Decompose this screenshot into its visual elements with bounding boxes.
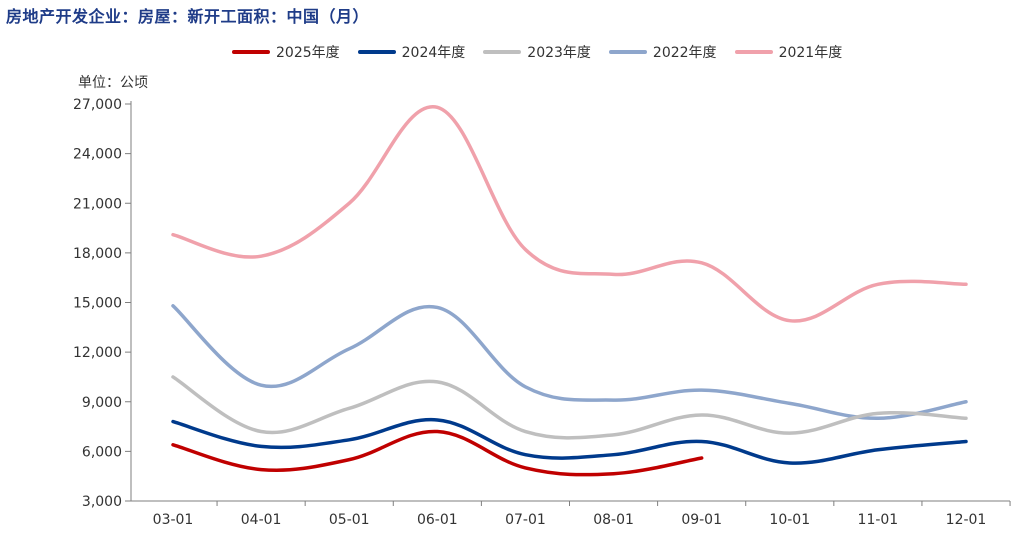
legend-swatch-2024 <box>357 50 396 54</box>
y-tick-label: 21,000 <box>73 196 122 212</box>
x-tick-label: 04-01 <box>241 512 282 528</box>
x-axis-ticks: 03-01 04-01 05-01 06-01 07-01 08-01 09-01 10-01… <box>153 501 1011 528</box>
legend: 2025年度 2024年度 2023年度 2022年度 2021年度 <box>232 42 860 62</box>
y-tick-label: 12,000 <box>73 345 122 361</box>
unit-label: 单位：公顷 <box>78 75 148 91</box>
legend-label-2023: 2023年度 <box>527 45 591 61</box>
x-tick-label: 06-01 <box>417 512 458 528</box>
series-line-2022 <box>171 304 968 421</box>
y-tick-label: 6,000 <box>82 444 122 460</box>
legend-swatch-2022 <box>608 50 647 54</box>
x-tick-label: 03-01 <box>153 512 194 528</box>
x-tick-label: 09-01 <box>681 512 722 528</box>
x-tick-label: 12-01 <box>946 512 987 528</box>
y-tick-label: 3,000 <box>82 494 122 510</box>
x-tick-label: 10-01 <box>769 512 810 528</box>
y-tick-label: 9,000 <box>82 395 122 411</box>
x-tick-label: 11-01 <box>858 512 899 528</box>
y-tick-label: 15,000 <box>73 296 122 312</box>
legend-item-2021: 2021年度 <box>734 42 843 62</box>
x-tick-label: 08-01 <box>593 512 634 528</box>
series-line-2024 <box>171 417 968 465</box>
legend-item-2022: 2022年度 <box>608 42 717 62</box>
y-tick-label: 18,000 <box>73 246 122 262</box>
series-line-2023 <box>171 375 968 440</box>
legend-item-2024: 2024年度 <box>357 42 466 62</box>
legend-swatch-2025 <box>232 50 270 54</box>
y-tick-label: 24,000 <box>73 147 122 163</box>
legend-swatch-2021 <box>734 50 773 54</box>
legend-item-2023: 2023年度 <box>483 42 591 62</box>
legend-label-2022: 2022年度 <box>652 45 717 61</box>
x-tick-label: 07-01 <box>505 512 546 528</box>
legend-label-2024: 2024年度 <box>401 45 466 61</box>
y-axis-ticks: 3,000 6,000 9,000 12,000 15,000 18,000 21,000 2… <box>73 97 131 510</box>
y-tick-label: 27,000 <box>73 97 122 113</box>
series-line-2021 <box>171 105 968 323</box>
legend-label-2021: 2021年度 <box>778 45 843 61</box>
legend-swatch-2023 <box>483 50 522 54</box>
legend-item-2025: 2025年度 <box>232 42 340 62</box>
series-lines <box>171 105 968 477</box>
legend-label-2025: 2025年度 <box>276 45 340 61</box>
x-tick-label: 05-01 <box>329 512 370 528</box>
chart-title: 房地产开发企业：房屋：新开工面积：中国（月） <box>6 7 370 26</box>
series-line-2025 <box>171 429 704 477</box>
